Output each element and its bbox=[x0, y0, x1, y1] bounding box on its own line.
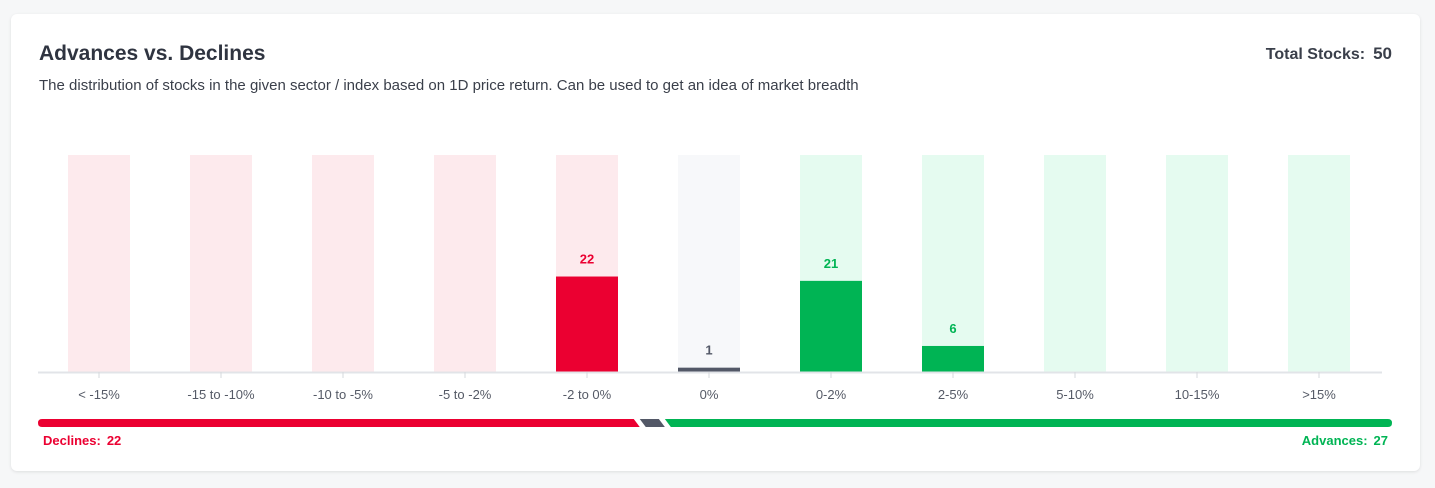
bar-background bbox=[190, 155, 252, 372]
declines-count: Declines: 22 bbox=[43, 433, 121, 448]
advances-declines-card: Advances vs. Declines The distribution o… bbox=[11, 14, 1420, 471]
bar-background bbox=[312, 155, 374, 372]
advances-value: 27 bbox=[1373, 433, 1388, 448]
advances-count: Advances: 27 bbox=[1302, 433, 1388, 448]
bar-background bbox=[922, 155, 984, 372]
declines-bar bbox=[38, 419, 640, 427]
data-label: 6 bbox=[949, 321, 956, 336]
declines-value: 22 bbox=[106, 433, 122, 448]
x-tick-label: >15% bbox=[1302, 387, 1336, 402]
chart-title: Advances vs. Declines bbox=[39, 42, 266, 65]
bar[interactable] bbox=[678, 367, 740, 372]
bar-background bbox=[1044, 155, 1106, 372]
x-tick-label: -15 to -10% bbox=[187, 387, 255, 402]
distribution-bar-chart: 22 1 21 6 < -15% -15 to -10% -10 to -5% -5 to … bbox=[38, 155, 1392, 427]
total-stocks: Total Stocks: 50 bbox=[1266, 44, 1392, 64]
unchanged-bar bbox=[639, 419, 665, 427]
x-tick-label: -5 to -2% bbox=[439, 387, 492, 402]
x-tick-label: 2-5% bbox=[938, 387, 969, 402]
declines-label: Declines: bbox=[43, 433, 101, 448]
bar[interactable] bbox=[922, 345, 984, 372]
bar[interactable] bbox=[556, 276, 618, 372]
x-tick-label: < -15% bbox=[78, 387, 120, 402]
bar[interactable] bbox=[800, 280, 862, 372]
advances-label: Advances: bbox=[1301, 433, 1368, 448]
bar-background bbox=[678, 155, 740, 372]
x-tick-label: 10-15% bbox=[1175, 387, 1220, 402]
x-tick-label: 5-10% bbox=[1056, 387, 1094, 402]
x-tick-label: -10 to -5% bbox=[313, 387, 373, 402]
data-label: 21 bbox=[824, 256, 838, 271]
bar-background bbox=[68, 155, 130, 372]
chart-subtitle: The distribution of stocks in the given … bbox=[39, 77, 859, 94]
bar-background bbox=[1166, 155, 1228, 372]
total-stocks-value: 50 bbox=[1373, 44, 1392, 63]
data-label: 1 bbox=[705, 343, 712, 358]
x-tick-label: 0% bbox=[700, 387, 719, 402]
advances-bar bbox=[664, 419, 1392, 427]
total-stocks-label: Total Stocks: bbox=[1265, 46, 1366, 63]
x-tick-label: -2 to 0% bbox=[563, 387, 612, 402]
data-label: 22 bbox=[580, 252, 594, 267]
bar-background bbox=[434, 155, 496, 372]
x-tick-label: 0-2% bbox=[816, 387, 847, 402]
bar-background bbox=[1288, 155, 1350, 372]
